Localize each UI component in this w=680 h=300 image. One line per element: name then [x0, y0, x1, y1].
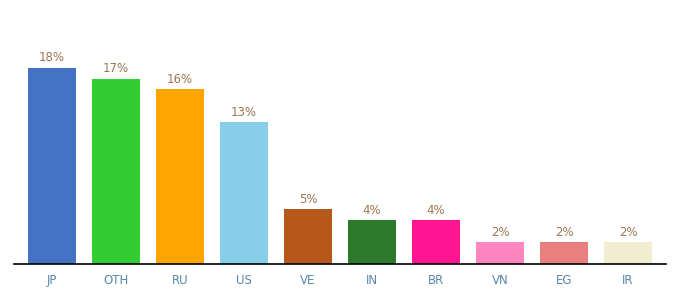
- Bar: [604, 242, 652, 264]
- Text: 13%: 13%: [231, 106, 257, 119]
- Text: 2%: 2%: [619, 226, 637, 239]
- Text: 17%: 17%: [103, 62, 129, 75]
- Bar: [476, 242, 524, 264]
- Bar: [540, 242, 588, 264]
- Bar: [156, 89, 204, 264]
- Bar: [220, 122, 268, 264]
- Text: 5%: 5%: [299, 193, 318, 206]
- Bar: [28, 68, 76, 264]
- Text: 16%: 16%: [167, 73, 193, 86]
- Bar: [412, 220, 460, 264]
- Text: 4%: 4%: [362, 204, 381, 217]
- Bar: [348, 220, 396, 264]
- Bar: [92, 79, 140, 264]
- Text: 18%: 18%: [39, 51, 65, 64]
- Text: 2%: 2%: [491, 226, 509, 239]
- Bar: [284, 209, 332, 264]
- Text: 4%: 4%: [426, 204, 445, 217]
- Text: 2%: 2%: [555, 226, 573, 239]
